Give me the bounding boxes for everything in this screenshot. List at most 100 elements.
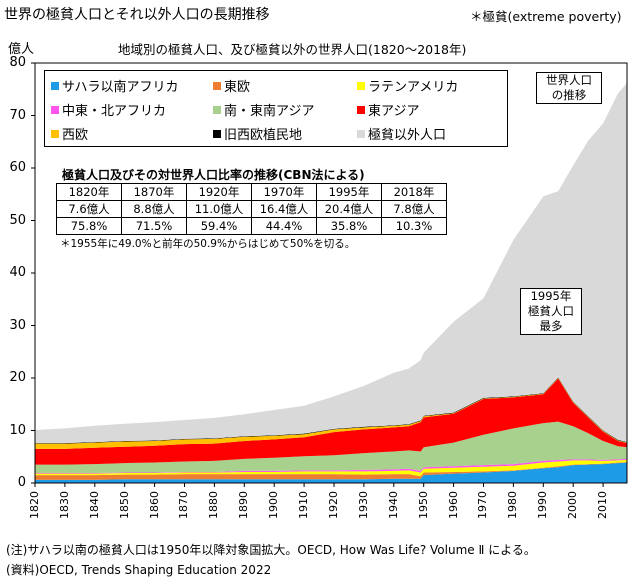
area-3 <box>35 458 627 474</box>
callout-line: 極貧人口 <box>528 304 574 318</box>
legend-item-south-southeast-asia: 南・東南アジア <box>213 100 314 119</box>
legend-item-east-asia: 東アジア <box>357 100 419 119</box>
area-2 <box>35 459 627 477</box>
legend-label: サハラ以南アフリカ <box>62 80 179 95</box>
legend-label: 東アジア <box>368 104 420 119</box>
callout-line: の推移 <box>551 88 587 102</box>
x-tick-label: 1900 <box>267 491 281 519</box>
table-cell: 1820年 <box>56 183 122 201</box>
x-tick-label: 1920 <box>326 491 340 519</box>
legend-label: 極貧以外人口 <box>368 128 447 143</box>
y-axis-label: 億人 <box>8 42 35 57</box>
area-4 <box>35 421 627 473</box>
x-tick-label: 1910 <box>297 491 311 519</box>
table-cell: 1970年 <box>251 183 317 201</box>
table-cell: 16.4億人 <box>251 200 317 218</box>
legend-swatch <box>51 129 59 138</box>
legend-swatch <box>51 105 59 114</box>
footnote-note: (注)サハラ以南の極貧人口は1950年以降対象国拡大。OECD, How Was… <box>6 543 536 557</box>
legend-swatch <box>51 81 59 90</box>
table-cell: 7.6億人 <box>56 200 122 218</box>
table-cell: 2018年 <box>381 183 447 201</box>
x-tick-label: 1830 <box>57 491 71 519</box>
legend-label: 西欧 <box>62 128 89 143</box>
area-1 <box>35 462 627 480</box>
x-tick-label: 1890 <box>237 491 251 519</box>
area-8 <box>35 82 627 444</box>
table-title: 極貧人口及びその対世界人口比率の推移(CBN法による) <box>62 168 365 182</box>
table-note: ＊1955年に49.0%と前年の50.9%からはじめて50%を切る。 <box>60 238 356 250</box>
y-tick-label: 70 <box>9 107 26 123</box>
note-extreme-poverty: ＊極貧(extreme poverty) <box>470 9 622 24</box>
y-tick-label: 10 <box>9 422 26 438</box>
area-series-group <box>35 82 627 483</box>
table-cell: 1920年 <box>186 183 252 201</box>
callout-line: 1995年 <box>530 289 572 303</box>
x-tick-label: 1990 <box>536 491 550 519</box>
y-tick-label: 50 <box>9 212 26 228</box>
area-5 <box>35 378 627 465</box>
x-tick-label: 1820 <box>28 491 41 519</box>
legend-label: ラテンアメリカ <box>368 80 459 95</box>
x-tick-label: 1980 <box>506 491 520 519</box>
table-cell: 10.3% <box>381 217 447 235</box>
legend-item-non-poor: 極貧以外人口 <box>357 124 446 143</box>
x-tick-label: 1960 <box>446 491 460 519</box>
chart-title: 世界の極貧人口とそれ以外人口の長期推移 <box>4 7 270 23</box>
table-row-ratios: 75.8% 71.5% 59.4% 44.4% 35.8% 10.3% <box>56 217 447 235</box>
axes-group <box>31 62 628 487</box>
poverty-stats-table: 1820年 1870年 1920年 1970年 1995年 2018年 7.6億… <box>56 183 447 235</box>
y-tick-label: 0 <box>17 475 26 490</box>
table-cell: 1995年 <box>316 183 382 201</box>
x-tick-label: 1870 <box>177 491 191 519</box>
table-cell: 8.8億人 <box>121 200 187 218</box>
x-tick-label: 1860 <box>147 491 161 519</box>
legend-swatch <box>357 105 365 114</box>
area-0 <box>35 462 627 483</box>
y-tick-label: 30 <box>9 317 26 333</box>
legend-swatch <box>213 129 221 138</box>
table-cell: 44.4% <box>251 217 317 235</box>
y-tick-label: 80 <box>9 55 26 70</box>
legend-item-western-offshoots: 旧西欧植民地 <box>213 124 302 143</box>
table-cell: 7.8億人 <box>381 200 447 218</box>
table-row-counts: 7.6億人 8.8億人 11.0億人 16.4億人 20.4億人 7.8億人 <box>56 200 447 218</box>
legend-swatch <box>213 81 221 90</box>
callout-line: 世界人口 <box>546 73 592 87</box>
legend-swatch <box>213 105 221 114</box>
legend-swatch <box>357 81 365 90</box>
x-tick-label: 2000 <box>566 491 580 519</box>
y-tick-label: 20 <box>9 370 26 385</box>
x-tick-label: 1970 <box>476 491 490 519</box>
callout-peak-1995: 1995年 極貧人口 最多 <box>520 288 582 335</box>
callout-line: 最多 <box>539 319 563 333</box>
y-tick-label: 40 <box>9 265 26 280</box>
x-tick-label: 1840 <box>87 491 101 519</box>
table-cell: 1870年 <box>121 183 187 201</box>
table-cell: 59.4% <box>186 217 252 235</box>
x-tick-label: 2010 <box>596 491 610 519</box>
callout-world-population: 世界人口 の推移 <box>536 72 602 104</box>
x-tick-label: 1940 <box>386 491 400 519</box>
legend-label: 南・東南アジア <box>224 104 315 119</box>
table-cell: 11.0億人 <box>186 200 252 218</box>
legend-label: 旧西欧植民地 <box>224 128 303 143</box>
x-tick-label: 1850 <box>117 491 131 519</box>
x-tick-label: 1950 <box>416 491 430 519</box>
legend-item-mena: 中東・北アフリカ <box>51 100 166 119</box>
footnote-source: (資料)OECD, Trends Shaping Education 2022 <box>6 563 272 577</box>
table-cell: 35.8% <box>316 217 382 235</box>
x-tick-label: 1880 <box>207 491 221 519</box>
legend-item-latin-america: ラテンアメリカ <box>357 76 458 95</box>
legend-label: 中東・北アフリカ <box>62 104 167 119</box>
chart-subtitle: 地域別の極貧人口、及び極貧以外の世界人口(1820〜2018年) <box>118 42 467 57</box>
legend-label: 東欧 <box>224 80 251 95</box>
table-cell: 75.8% <box>56 217 122 235</box>
legend-item-eastern-europe: 東欧 <box>213 76 250 95</box>
legend-swatch <box>357 129 365 138</box>
table-cell: 20.4億人 <box>316 200 382 218</box>
legend-item-western-europe: 西欧 <box>51 124 88 143</box>
x-tick-label: 1930 <box>356 491 370 519</box>
y-tick-label: 60 <box>9 160 26 175</box>
